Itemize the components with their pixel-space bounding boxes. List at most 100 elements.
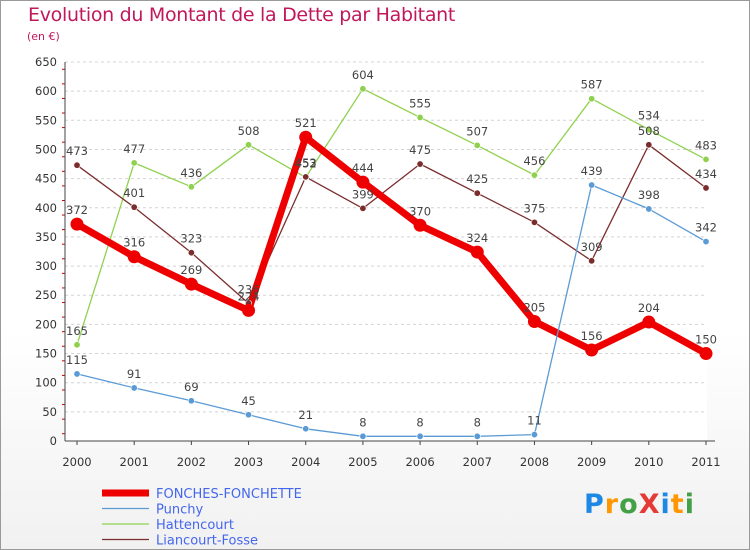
y-tick-label: 200 (35, 317, 57, 331)
data-point (302, 425, 310, 433)
legend-label: Hattencourt (156, 518, 234, 533)
data-point (130, 159, 138, 167)
x-tick-label: 2006 (405, 455, 434, 469)
data-label: 91 (127, 367, 142, 381)
data-label: 8 (474, 415, 481, 429)
data-label: 342 (695, 221, 717, 235)
chart-subtitle: (en €) (27, 30, 60, 43)
y-tick-label: 300 (35, 259, 57, 273)
data-label: 587 (581, 78, 603, 92)
data-point (702, 238, 710, 246)
data-point (187, 183, 195, 191)
data-label: 8 (359, 415, 366, 429)
data-label: 507 (466, 124, 488, 138)
data-label: 401 (123, 186, 145, 200)
data-label: 521 (295, 116, 317, 130)
data-label: 399 (352, 187, 374, 201)
data-point (127, 250, 141, 264)
y-tick-label: 100 (35, 376, 57, 390)
data-point (70, 217, 84, 231)
data-label: 452 (295, 156, 317, 170)
data-point (359, 204, 367, 212)
data-point (302, 173, 310, 181)
data-point (588, 95, 596, 103)
data-point (645, 141, 653, 149)
series-line (76, 184, 707, 437)
data-label: 473 (66, 144, 88, 158)
y-tick-label: 500 (35, 142, 57, 156)
data-label: 150 (695, 333, 717, 347)
data-point (187, 397, 195, 405)
y-tick-label: 400 (35, 201, 57, 215)
data-label: 323 (180, 232, 202, 246)
data-label: 398 (638, 188, 660, 202)
data-point (356, 175, 370, 189)
data-point (416, 113, 424, 121)
data-point (416, 432, 424, 440)
x-tick-label: 2004 (291, 455, 320, 469)
data-label: 434 (695, 167, 717, 181)
data-point (645, 126, 653, 134)
data-label: 370 (409, 204, 431, 218)
data-label: 165 (66, 324, 88, 338)
y-tick-label: 50 (42, 405, 57, 419)
data-point (130, 203, 138, 211)
legend-label: Liancourt-Fosse (156, 534, 258, 549)
data-point (585, 343, 599, 357)
data-point (473, 141, 481, 149)
data-label: 21 (298, 408, 313, 422)
data-point (73, 370, 81, 378)
data-point (359, 432, 367, 440)
data-point (642, 315, 656, 329)
data-point (588, 181, 596, 189)
data-label: 375 (523, 201, 545, 215)
data-label: 453 (295, 156, 317, 170)
data-label: 444 (352, 161, 374, 175)
y-tick-label: 350 (35, 230, 57, 244)
data-label: 456 (523, 154, 545, 168)
data-label: 316 (123, 236, 145, 250)
y-tick-label: 0 (50, 434, 57, 448)
data-point (184, 277, 198, 291)
data-label: 475 (409, 143, 431, 157)
x-tick-label: 2010 (634, 455, 663, 469)
data-point (588, 257, 596, 265)
chart-title: Evolution du Montant de la Dette par Hab… (28, 4, 456, 26)
data-point (73, 341, 81, 349)
data-label: 115 (66, 353, 88, 367)
data-label: 508 (638, 124, 660, 138)
data-label: 477 (123, 142, 145, 156)
y-tick-label: 250 (35, 288, 57, 302)
data-point (73, 161, 81, 169)
data-label: 555 (409, 96, 431, 110)
data-point (245, 411, 253, 419)
data-label: 324 (466, 231, 488, 245)
data-label: 204 (638, 301, 660, 315)
series-line (73, 133, 710, 357)
data-label: 269 (180, 263, 202, 277)
data-point (702, 155, 710, 163)
logo-letter: o (619, 489, 639, 520)
proxiti-logo: ProXiti (584, 489, 695, 520)
data-point (530, 218, 538, 226)
logo-letter: i (684, 489, 695, 520)
data-label: 69 (184, 380, 199, 394)
data-label: 483 (695, 138, 717, 152)
data-point (413, 218, 427, 232)
logo-letter: t (670, 489, 685, 520)
x-tick-label: 2011 (691, 455, 720, 469)
data-label: 436 (180, 166, 202, 180)
data-point (530, 171, 538, 179)
data-point (530, 431, 538, 439)
data-label: 534 (638, 109, 660, 123)
data-point (473, 432, 481, 440)
y-tick-label: 450 (35, 172, 57, 186)
data-label: 508 (238, 124, 260, 138)
logo-letter: P (584, 489, 605, 520)
data-label: 425 (466, 172, 488, 186)
y-tick-label: 650 (35, 55, 57, 69)
logo-letter: X (638, 489, 661, 520)
logo-letter: r (604, 489, 620, 520)
data-point (702, 184, 710, 192)
